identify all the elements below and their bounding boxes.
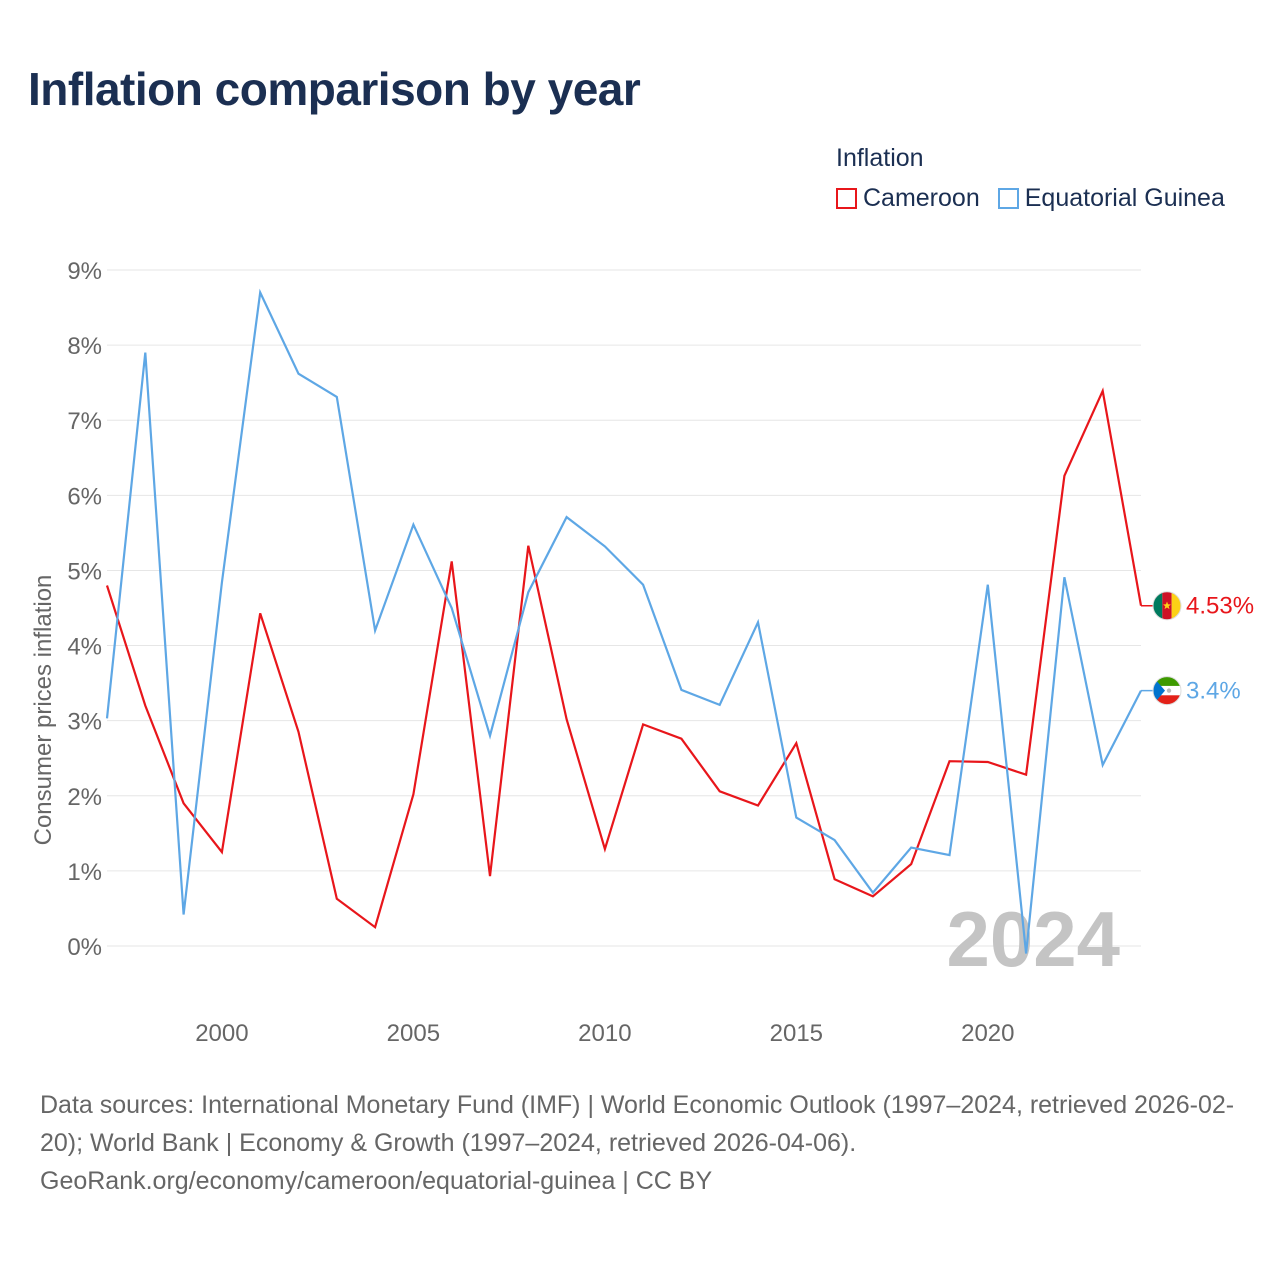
y-tick-label: 2% — [67, 784, 102, 811]
year-watermark: 2024 — [946, 895, 1120, 983]
end-label-cameroon: 4.53% — [1186, 593, 1254, 620]
legend-swatch-equatorial-guinea — [997, 188, 1019, 209]
footer: Data sources: International Monetary Fun… — [40, 1086, 1250, 1200]
end-labels: 4.53% 3.4% — [1141, 591, 1254, 706]
series-line-equatorial-guinea[interactable] — [105, 288, 1142, 954]
x-tick-label: 2010 — [578, 1020, 631, 1047]
x-tick-label: 2000 — [195, 1020, 248, 1047]
series-line-cameroon[interactable] — [105, 387, 1143, 930]
y-tick-label: 4% — [67, 634, 102, 661]
x-tick-label: 2005 — [387, 1020, 440, 1047]
legend: Cameroon Equatorial Guinea — [836, 184, 1225, 213]
cameroon-flag-icon — [1152, 591, 1182, 621]
y-tick-label: 5% — [67, 558, 102, 585]
line-chart: 0% 1% 2% 3% 4% 5% 6% 7% 8% 9% 2000 2005 2010 2015 202… — [30, 258, 1254, 1047]
y-axis-label: Consumer prices inflation — [30, 575, 57, 846]
y-tick-label: 1% — [67, 859, 102, 886]
legend-item-cameroon[interactable]: Cameroon — [836, 184, 980, 213]
x-axis-ticks: 2000 2005 2010 2015 2020 — [195, 1020, 1014, 1047]
series-lines — [105, 288, 1143, 954]
data-sources: Data sources: International Monetary Fun… — [40, 1091, 1235, 1157]
legend-item-equatorial-guinea[interactable]: Equatorial Guinea — [997, 184, 1225, 213]
y-tick-label: 9% — [67, 258, 102, 285]
equatorial-guinea-flag-icon — [1152, 676, 1182, 706]
credit-link[interactable]: GeoRank.org/economy/cameroon/equatorial-… — [40, 1167, 713, 1195]
legend-label-cameroon: Cameroon — [863, 184, 980, 212]
legend-label-equatorial-guinea: Equatorial Guinea — [1024, 184, 1225, 212]
x-tick-label: 2020 — [961, 1020, 1014, 1047]
gridlines — [107, 269, 1141, 947]
y-tick-label: 0% — [67, 934, 102, 961]
x-tick-label: 2015 — [770, 1020, 823, 1047]
y-axis-ticks: 0% 1% 2% 3% 4% 5% 6% 7% 8% 9% — [67, 258, 102, 961]
chart-title: Inflation comparison by year — [28, 63, 641, 115]
legend-title: Inflation — [836, 144, 924, 172]
y-tick-label: 8% — [67, 333, 102, 360]
y-tick-label: 7% — [67, 408, 102, 435]
end-label-equatorial-guinea: 3.4% — [1186, 678, 1241, 705]
legend-swatch-cameroon — [836, 188, 857, 209]
y-tick-label: 6% — [67, 483, 102, 510]
y-tick-label: 3% — [67, 709, 102, 736]
